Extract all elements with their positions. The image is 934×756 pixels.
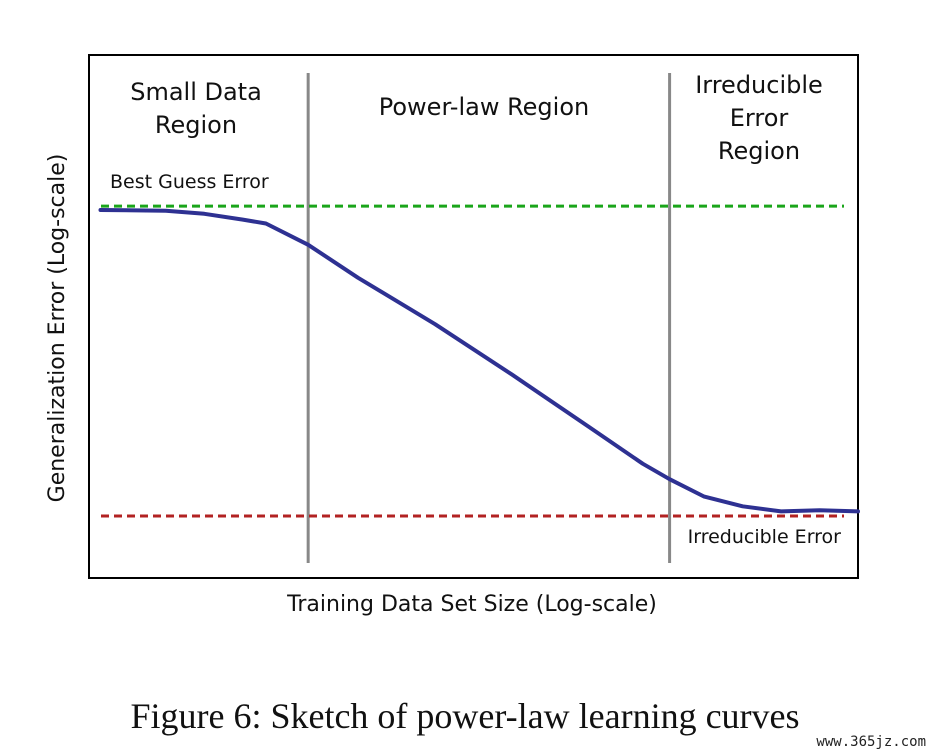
x-axis-label: Training Data Set Size (Log-scale) bbox=[286, 592, 657, 617]
region-boundaries bbox=[306, 73, 672, 563]
series-layer bbox=[98, 208, 860, 514]
region-label-irreducible-line1: Irreducible bbox=[695, 71, 823, 99]
learning-curve-line-1 bbox=[98, 208, 860, 514]
watermark: www.365jz.com bbox=[816, 734, 926, 750]
region-label-small-data-line1: Small Data bbox=[130, 78, 262, 106]
region-label-small-data-line2: Region bbox=[155, 111, 237, 139]
region-labels: Small Data Region Power-law Region Irred… bbox=[130, 71, 823, 165]
reference-lines bbox=[101, 204, 844, 518]
figure-caption: Figure 6: Sketch of power-law learning c… bbox=[130, 696, 799, 736]
region-label-irreducible-line3: Region bbox=[718, 137, 800, 165]
plot-frame bbox=[88, 54, 859, 579]
y-axis-label: Generalization Error (Log-scale) bbox=[45, 154, 70, 503]
irreducible-error-label: Irreducible Error bbox=[688, 526, 842, 548]
best-guess-error-label: Best Guess Error bbox=[110, 171, 269, 193]
region-label-power-law: Power-law Region bbox=[379, 93, 589, 121]
region-label-irreducible-line2: Error bbox=[730, 104, 789, 132]
